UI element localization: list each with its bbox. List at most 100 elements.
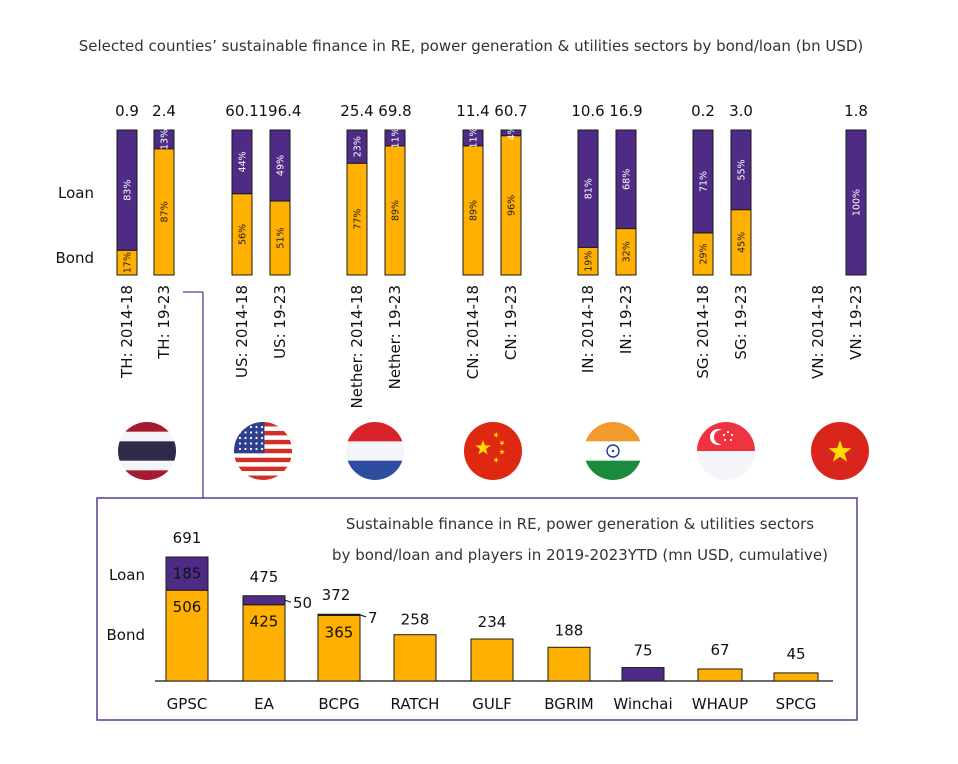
bond-share-label: 77% <box>353 209 364 230</box>
bond-bar-segment <box>500 135 522 276</box>
bond-share-label: 89% <box>469 200 480 221</box>
flag-star <box>238 425 242 429</box>
flag-canton <box>234 422 265 454</box>
flag-stripe <box>697 451 755 480</box>
x-tick-label: IN: 2014-18 <box>579 285 597 373</box>
player-category-label: SPCG <box>776 695 817 713</box>
bond-bar-segment <box>692 232 714 276</box>
bond-share-label: 32% <box>622 241 633 262</box>
loan-share-label: 71% <box>699 171 710 192</box>
player-category-label: BGRIM <box>544 695 593 713</box>
singapore-flag-icon <box>697 422 755 480</box>
bond-value-label: 506 <box>173 598 202 616</box>
flag-star <box>249 431 253 434</box>
flag-star <box>238 442 242 445</box>
loan-share-label: 100% <box>852 189 863 216</box>
bar-total-label: 0.2 <box>691 102 715 120</box>
flag-stripe <box>234 475 292 480</box>
flag-stripe <box>118 470 176 480</box>
flag-stripe <box>118 460 176 471</box>
bond-share-label: 89% <box>391 200 402 221</box>
loan-share-label: 4% <box>507 125 518 140</box>
player-category-label: RATCH <box>391 695 440 713</box>
flag-star <box>238 436 242 440</box>
player-total-label: 475 <box>250 568 279 586</box>
flag-star <box>244 431 247 434</box>
flag-crescent-cut <box>714 430 728 444</box>
inset-frame <box>96 497 858 721</box>
bond-bar-segment <box>577 246 599 276</box>
bond-bar-segment <box>153 148 175 276</box>
flag-chakra-hub <box>611 449 615 453</box>
flag-stripe <box>346 422 404 442</box>
bar-total-label: 3.0 <box>729 102 753 120</box>
flag-star <box>260 447 264 451</box>
player-category-label: Winchai <box>613 695 672 713</box>
loan-callout-line <box>284 599 292 603</box>
player-category-label: GPSC <box>167 695 208 713</box>
bar-total-label: 1.8 <box>844 102 868 120</box>
loan-bar-segment <box>845 129 867 276</box>
x-tick-label: Nether: 2014-18 <box>348 285 366 408</box>
player-total-label: 188 <box>555 621 584 639</box>
player-total-label: 67 <box>710 641 729 659</box>
bond-value-label: 425 <box>250 613 279 631</box>
country-flags <box>118 422 869 480</box>
flag-stripe <box>234 462 292 467</box>
bond-bar-segment <box>730 209 752 276</box>
bar-total-label: 0.9 <box>115 102 139 120</box>
flag-star <box>255 447 258 451</box>
flag-star <box>255 442 258 445</box>
bar-total-label: 25.4 <box>340 102 373 120</box>
x-tick-label: SG: 19-23 <box>732 285 750 360</box>
flag-stripe <box>346 460 404 480</box>
flag-star <box>249 442 253 445</box>
flag-star <box>726 430 730 434</box>
player-loan-bar <box>242 595 286 606</box>
flag-star <box>493 432 499 438</box>
bond-bar-segment <box>462 145 484 276</box>
flag-star <box>493 457 499 463</box>
player-bond-bar <box>547 646 591 682</box>
flag-stripe <box>584 422 642 442</box>
flag-star <box>729 438 733 442</box>
flag-stripe <box>118 431 176 442</box>
bond-share-label: 19% <box>584 251 595 272</box>
player-category-label: GULF <box>472 695 512 713</box>
x-tick-label: IN: 19-23 <box>617 285 635 354</box>
x-tick-label: CN: 19-23 <box>502 285 520 360</box>
loan-share-label: 83% <box>123 180 134 201</box>
inset-chart-bars: 691 GPSC 475 EA 372 BCPG 258 RATCH 234 GULF 188 BGR… <box>165 529 819 713</box>
flag-star <box>255 431 258 434</box>
bond-value-label: 365 <box>325 624 354 642</box>
flag-star <box>249 425 253 429</box>
loan-value-label: 7 <box>368 609 378 627</box>
bar-total-label: 11.4 <box>456 102 489 120</box>
loan-share-label: 68% <box>622 169 633 190</box>
bond-share-label: 29% <box>699 243 710 264</box>
x-tick-label: US: 2014-18 <box>233 285 251 378</box>
flag-star <box>260 425 264 429</box>
main-bond-row-label: Bond <box>56 249 95 267</box>
bond-bar-segment <box>384 145 406 276</box>
bond-share-label: 51% <box>276 227 287 248</box>
player-total-label: 234 <box>478 613 507 631</box>
flag-star <box>260 442 264 445</box>
loan-value-label: 50 <box>293 594 312 612</box>
loan-share-label: 11% <box>391 127 402 148</box>
flag-chakra <box>606 444 620 458</box>
main-chart-title: Selected counties’ sustainable finance i… <box>79 37 864 55</box>
flag-star <box>828 440 852 462</box>
flag-stripe <box>234 471 292 476</box>
bond-bar-segment <box>615 228 637 276</box>
player-total-label: 258 <box>401 611 430 629</box>
flag-star <box>255 436 258 440</box>
flag-stripe <box>234 466 292 472</box>
flag-stripe <box>118 441 176 462</box>
player-total-label: 45 <box>786 645 805 663</box>
inset-bond-row-label: Bond <box>107 626 146 644</box>
india-flag-icon <box>584 422 642 480</box>
bond-bar-segment <box>269 200 291 276</box>
player-total-label: 691 <box>173 529 202 547</box>
